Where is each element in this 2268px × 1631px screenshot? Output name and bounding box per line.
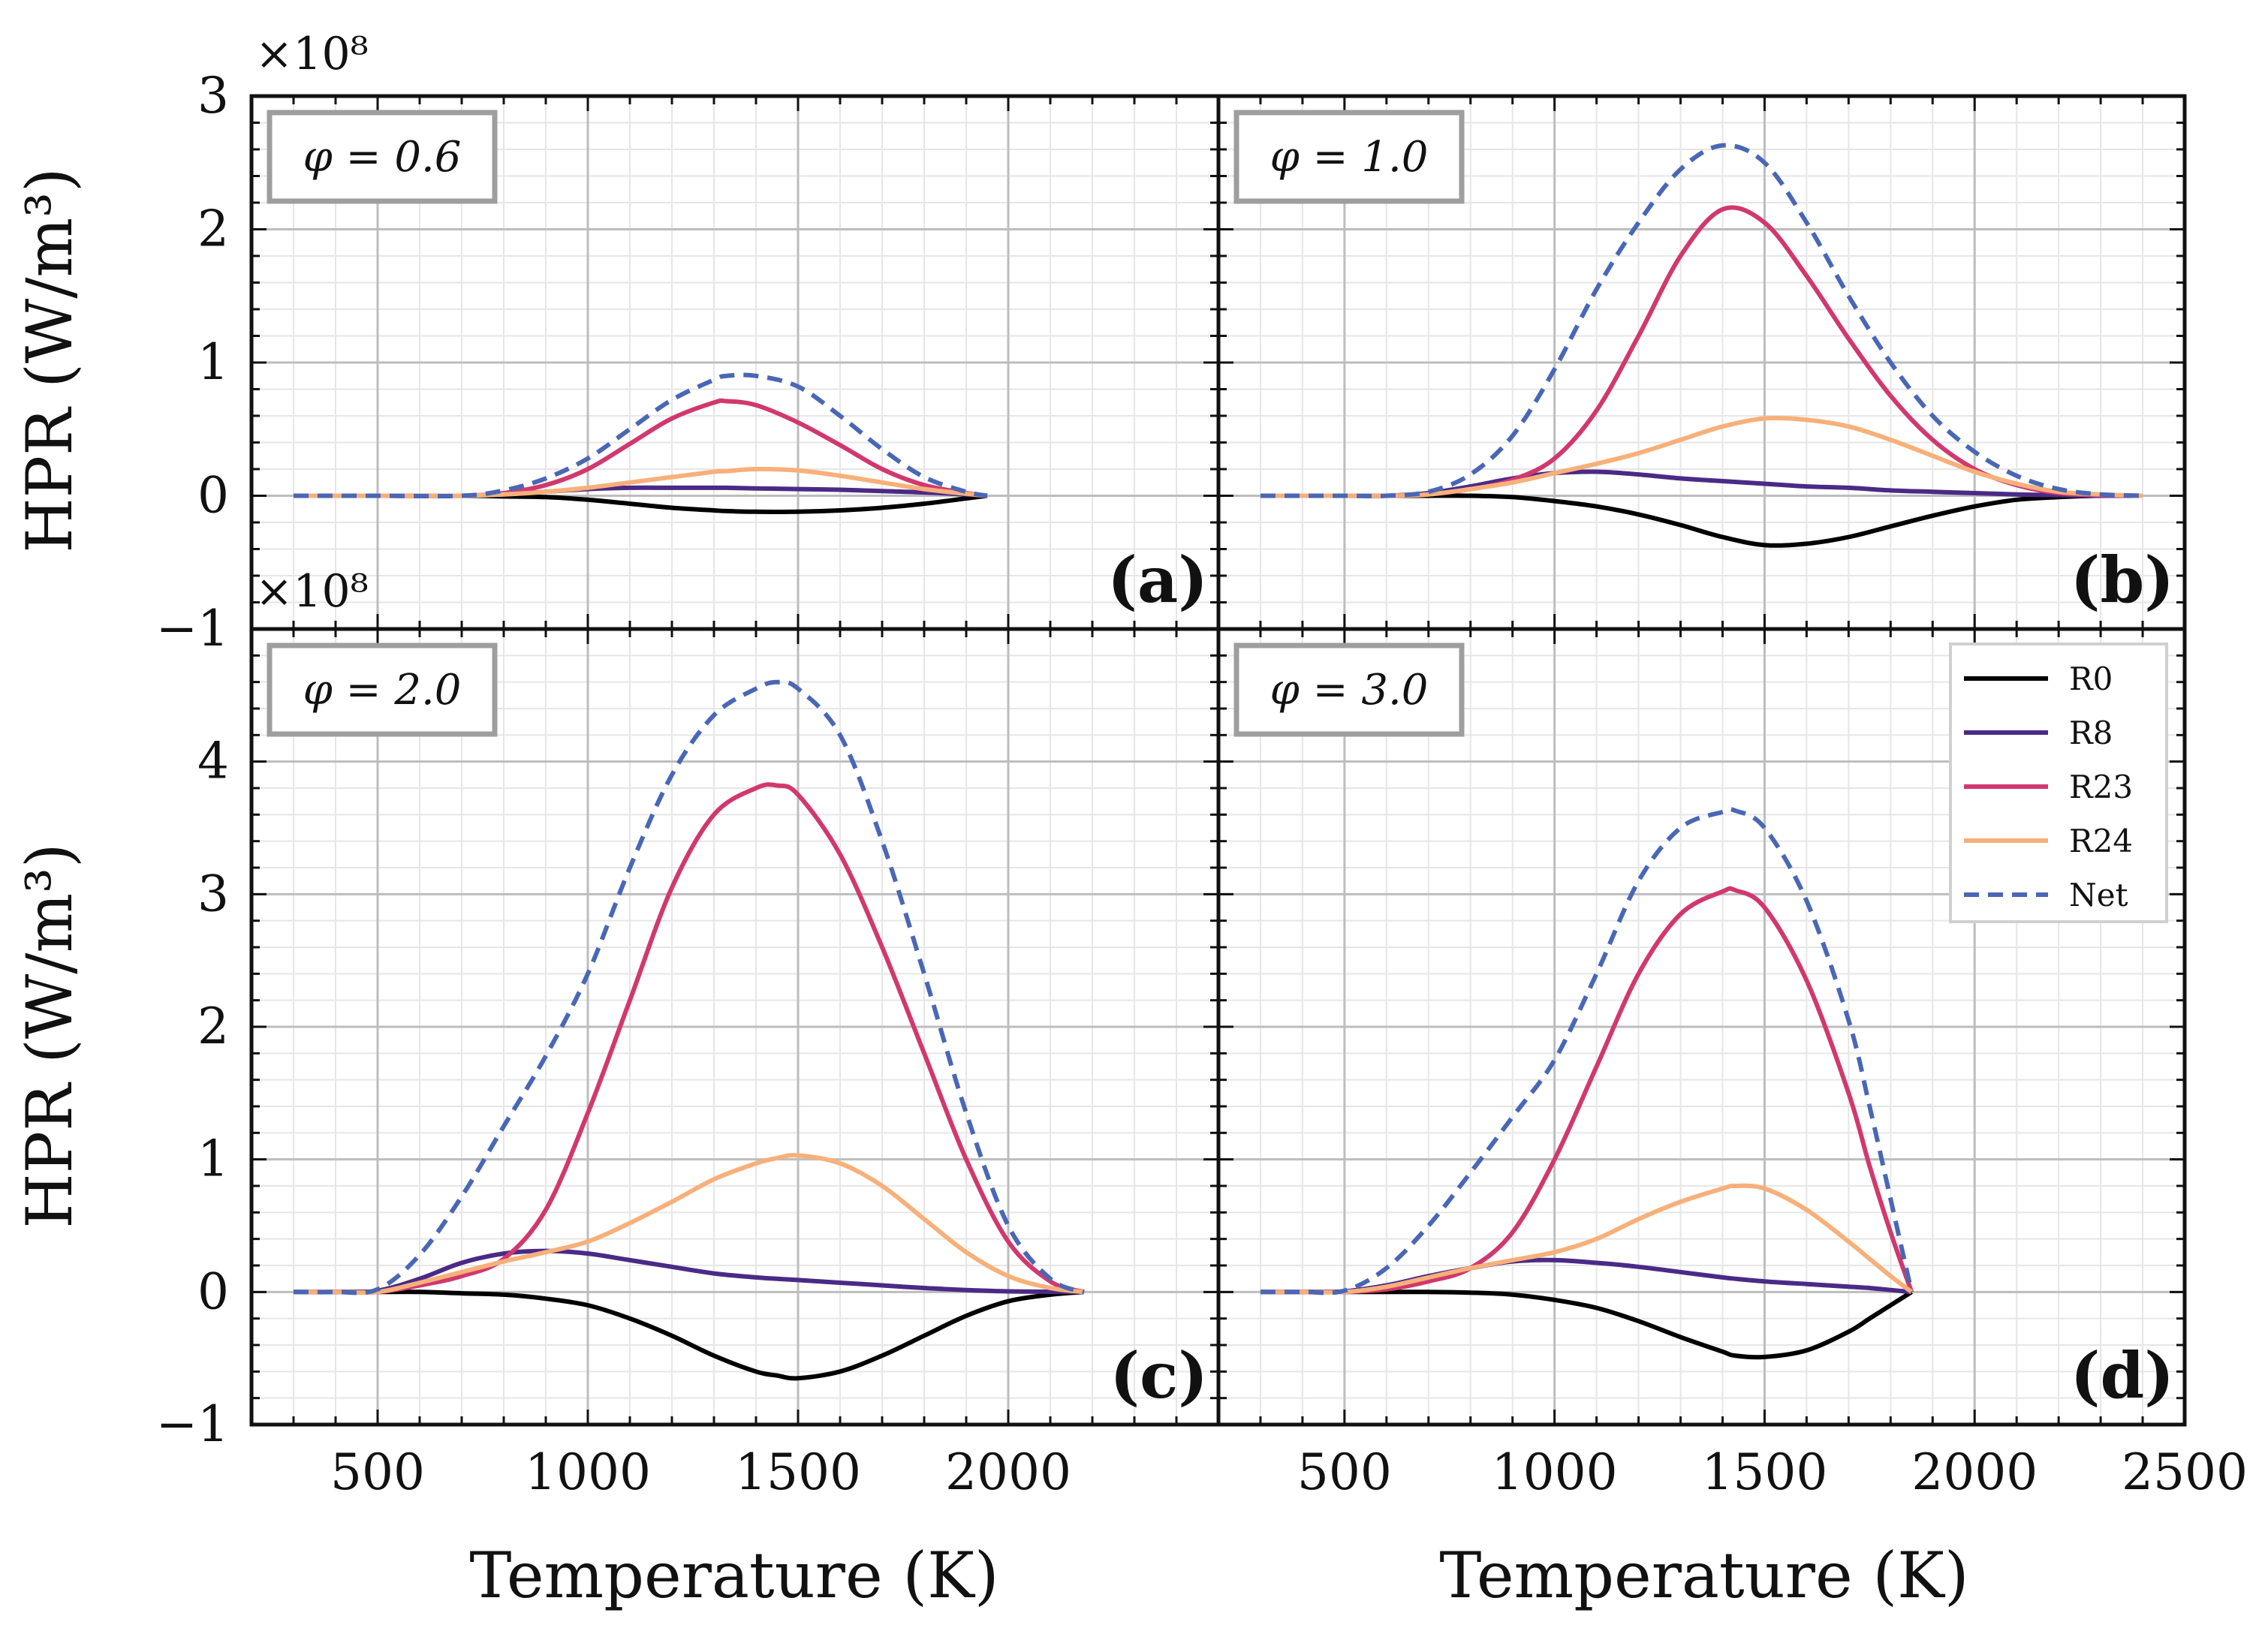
legend-label-net: Net (2069, 877, 2128, 913)
y-tick-label: 2 (197, 200, 229, 258)
phi-label: φ = 3.0 (1270, 666, 1429, 715)
phi-label-box (1233, 642, 1465, 737)
x-tick-label: 1500 (1701, 1443, 1827, 1501)
series-line-r23 (1260, 886, 1914, 1295)
legend-label-r8: R8 (2069, 715, 2113, 751)
phi-label-box (1233, 110, 1465, 204)
panel-tag: (b) (2071, 543, 2174, 617)
y-axis-label-top: HPR (W/m³) (13, 167, 86, 552)
series-line-net (1260, 807, 1914, 1295)
legend-label-r0: R0 (2069, 661, 2113, 697)
y-exponent-bottom: ×10⁸ (255, 565, 369, 618)
series-line-r0 (1260, 493, 2143, 548)
series-line-r24 (293, 1153, 1085, 1295)
panel-d: 500 1000 1500 2000 2500 φ = 3.0 (d) R0 R8 R23 R24 N… (1216, 627, 2248, 1501)
series-line-r0 (293, 1289, 1085, 1381)
x-tick-label: 500 (330, 1443, 425, 1501)
y-exponent-top: ×10⁸ (255, 28, 369, 80)
series-line-r24 (1260, 1183, 1914, 1295)
y-tick-label: −1 (156, 600, 229, 658)
x-tick-label: 2000 (945, 1443, 1071, 1501)
series-line-net (293, 679, 1085, 1295)
series-group (1260, 807, 1914, 1360)
x-tick-label: 2000 (1911, 1443, 2038, 1501)
x-axis-label-left: Temperature (K) (469, 1539, 998, 1612)
x-tick-label: 500 (1297, 1443, 1392, 1501)
panel-frame (1216, 627, 2187, 1427)
y-tick-label: 3 (197, 67, 229, 125)
panel-c: −1 0 1 2 3 4 500 1000 1500 2000 φ = 2.0 (c) (156, 627, 1221, 1501)
y-tick-label: −1 (156, 1395, 229, 1453)
series-line-net (293, 372, 988, 499)
panel-tag: (a) (1107, 543, 1208, 617)
phi-label-box (267, 642, 498, 737)
panel-tag: (d) (2071, 1338, 2174, 1413)
series-line-net (1260, 143, 2143, 498)
series-line-r0 (1260, 1289, 1913, 1360)
y-tick-label: 0 (197, 1262, 229, 1320)
series-line-r0 (293, 493, 988, 514)
series-line-r24 (1260, 415, 2143, 498)
y-tick-label: 4 (197, 733, 229, 790)
x-tick-label: 1000 (525, 1443, 651, 1501)
phi-label: φ = 0.6 (303, 133, 462, 182)
y-tick-label: 0 (197, 467, 229, 525)
y-tick-label: 1 (197, 1130, 229, 1188)
series-group (293, 679, 1085, 1381)
phi-label-box (267, 110, 498, 204)
x-tick-label: 1000 (1492, 1443, 1618, 1501)
legend-box (1949, 642, 2168, 923)
x-axis-label-right: Temperature (K) (1439, 1539, 1968, 1612)
phi-label: φ = 1.0 (1270, 133, 1429, 182)
y-axis-label-bottom: HPR (W/m³) (13, 843, 86, 1228)
y-tick-label: 2 (197, 998, 229, 1055)
y-tick-label: 1 (197, 333, 229, 391)
legend-label-r24: R24 (2069, 823, 2133, 859)
grid (251, 629, 1218, 1425)
x-tick-label: 1500 (735, 1443, 861, 1501)
series-line-r8 (293, 1248, 1084, 1295)
series-line-r23 (293, 782, 1085, 1295)
panel-b: φ = 1.0 (b) (1216, 94, 2187, 631)
y-tick-label: 3 (197, 865, 229, 922)
x-tick-label: 2500 (2122, 1443, 2248, 1501)
series-line-r23 (1260, 205, 2143, 498)
series-group (293, 372, 988, 514)
legend: R0 R8 R23 R24 Net (1949, 642, 2168, 923)
series-group (1260, 143, 2143, 548)
legend-label-r23: R23 (2069, 769, 2133, 805)
panel-tag: (c) (1110, 1338, 1208, 1413)
grid (251, 96, 1218, 629)
panels: −1 0 1 2 3 φ = 0.6 (a) φ = 1.0 (b) −1 0 1 2 3 4 500 1000… (156, 67, 2248, 1501)
phi-label: φ = 2.0 (303, 666, 462, 715)
